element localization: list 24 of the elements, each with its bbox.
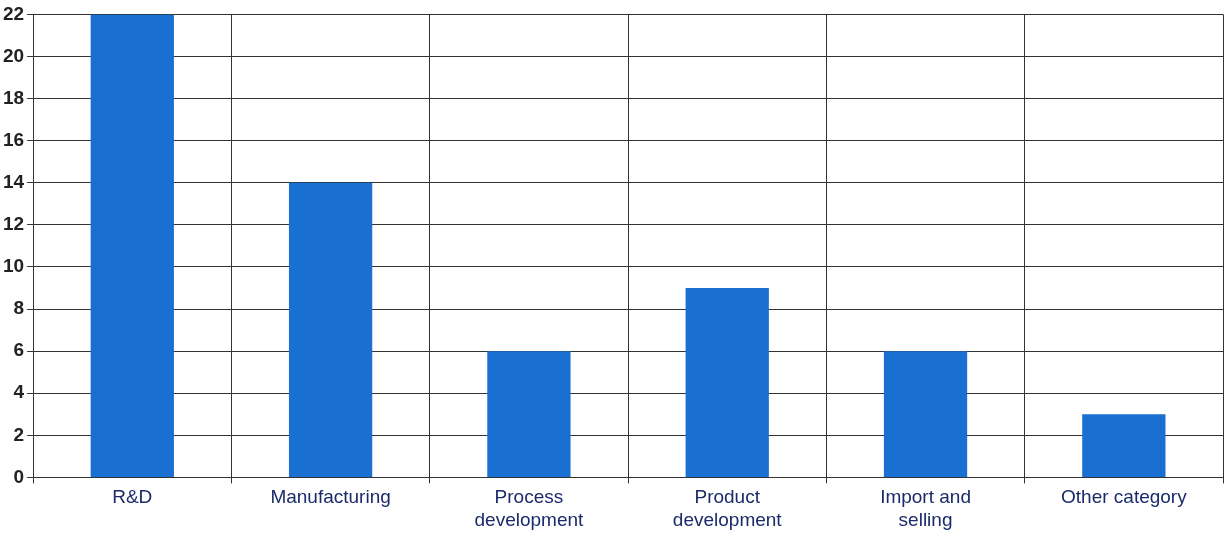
y-tick-label: 22 — [2, 2, 25, 24]
y-tick-label: 4 — [13, 381, 25, 403]
y-tick-label: 0 — [13, 465, 25, 487]
x-tick-label: R&D — [112, 486, 153, 508]
bar — [487, 351, 571, 477]
y-tick-label: 10 — [2, 255, 25, 277]
y-tick-label: 16 — [2, 128, 25, 150]
bar — [288, 182, 373, 477]
x-tick-label: Product development — [672, 486, 783, 530]
y-tick-label: 8 — [13, 297, 25, 319]
y-tick-label: 2 — [13, 423, 25, 445]
bar — [685, 287, 769, 477]
bar — [883, 351, 968, 477]
y-tick-label: 6 — [13, 339, 25, 361]
bar — [1082, 414, 1166, 477]
y-tick-label: 12 — [2, 213, 25, 235]
x-tick-label: Manufacturing — [270, 486, 391, 508]
x-tick-label: Other category — [1061, 486, 1188, 508]
y-tick-label: 20 — [2, 44, 25, 66]
x-tick-label: Import and selling — [880, 486, 971, 530]
x-tick-label: Process development — [474, 486, 585, 530]
bar — [90, 14, 174, 477]
y-tick-label: 18 — [2, 86, 25, 108]
y-tick-label: 14 — [2, 171, 25, 192]
